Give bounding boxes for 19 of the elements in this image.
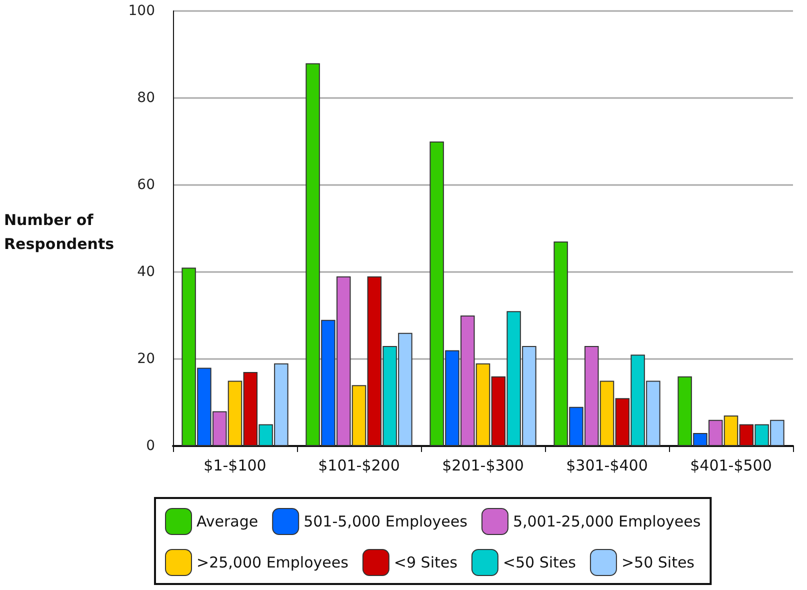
legend-label: 501-5,000 Employees — [304, 512, 468, 530]
y-axis-title: Number of Respondents — [4, 211, 114, 253]
legend-label: >25,000 Employees — [196, 554, 349, 572]
x-tick-label: $401-$500 — [690, 456, 772, 474]
legend-label: >50 Sites — [621, 554, 695, 572]
y-tick-label: 60 — [137, 177, 155, 193]
legend-label: <9 Sites — [394, 554, 458, 572]
y-tick-label: 0 — [146, 438, 155, 454]
legend-label: 5,001-25,000 Employees — [512, 512, 701, 530]
legend-label: Average — [196, 512, 258, 530]
x-tick-label: $1-$100 — [204, 456, 266, 474]
y-tick-label: 80 — [137, 90, 155, 106]
x-tick-label: $201-$300 — [442, 456, 524, 474]
x-tick-label: $101-$200 — [318, 456, 400, 474]
y-tick-label: 100 — [128, 3, 155, 19]
x-tick-label: $301-$400 — [566, 456, 648, 474]
y-tick-label: 20 — [137, 351, 155, 367]
legend-label: <50 Sites — [502, 554, 576, 572]
y-tick-label: 40 — [137, 264, 155, 280]
